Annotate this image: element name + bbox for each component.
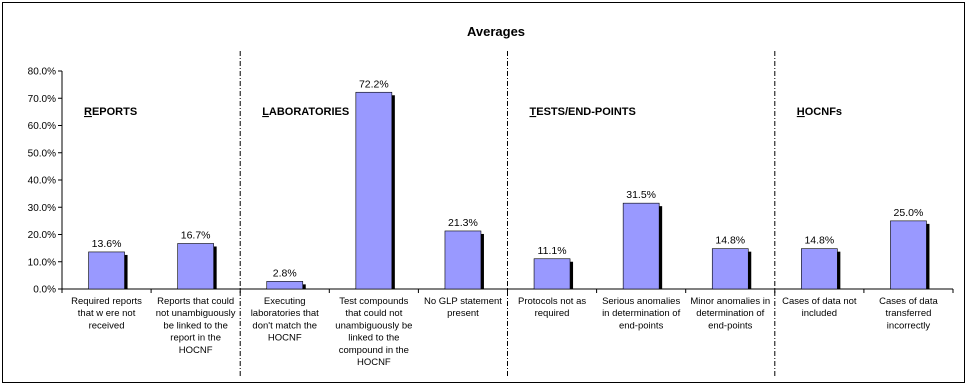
value-labels: 13.6% 16.7% 2.8% 72.2% 21.3% 11.1% 31.5% 14.8% 1… — [92, 78, 924, 279]
group-label: TESTS/END-POINTS — [530, 106, 636, 118]
bar — [444, 230, 482, 290]
y-tick-label: 80.0% — [28, 67, 56, 78]
value-label: 13.6% — [92, 238, 122, 250]
value-label: 11.1% — [538, 245, 567, 257]
category-label: Serious anomalies in determination of end-… — [602, 296, 681, 331]
chart-frame — [2, 2, 965, 383]
y-tick-label: 0.0% — [33, 285, 56, 296]
y-tick-label: 60.0% — [28, 121, 56, 132]
y-tick-label: 70.0% — [28, 94, 56, 105]
bar — [711, 248, 749, 290]
value-label: 16.7% — [181, 229, 211, 241]
value-label: 72.2% — [359, 78, 389, 90]
category-label: Cases of data transferred incorrectly — [879, 296, 938, 331]
value-label: 31.5% — [626, 189, 656, 201]
category-label: No GLP statement present — [424, 296, 502, 319]
bar — [890, 220, 927, 290]
bar — [266, 281, 304, 290]
category-label: Reports that could not unambiguously be li… — [156, 296, 236, 356]
y-tick-label: 40.0% — [28, 176, 56, 187]
value-label: 2.8% — [273, 267, 297, 279]
group-label: REPORTS — [84, 106, 137, 118]
value-label: 14.8% — [715, 235, 745, 247]
value-label: 21.3% — [448, 217, 478, 229]
category-label: Required reports that w ere not received — [71, 296, 142, 331]
category-labels: Required reports that w ere not received Re… — [71, 296, 938, 368]
value-label: 25.0% — [894, 207, 924, 219]
category-label: Protocols not as required — [518, 296, 586, 319]
group-dividers — [239, 51, 776, 378]
y-tick-label: 50.0% — [28, 148, 56, 159]
bar — [355, 91, 393, 290]
bar — [801, 248, 838, 290]
bar — [622, 202, 660, 290]
category-label: Executing laboratories that don't match th… — [251, 296, 319, 344]
group-label: HOCNFs — [797, 106, 842, 118]
group-labels: REPORTS LABORATORIES TESTS/END-POINTS HOCNF… — [84, 106, 842, 118]
bars — [88, 91, 930, 290]
bar — [88, 251, 125, 290]
y-tick-label: 10.0% — [28, 257, 56, 268]
category-label: Cases of data not included — [782, 296, 857, 319]
y-tick-label: 20.0% — [28, 230, 56, 241]
y-tick-label: 30.0% — [28, 203, 56, 214]
category-label: Test compounds that could not unambiguousl… — [335, 296, 412, 368]
category-label: Minor anomalies in determination of end-po… — [690, 296, 770, 331]
value-label: 14.8% — [804, 235, 834, 247]
bar — [533, 258, 571, 290]
chart-title: Averages — [467, 24, 525, 39]
bar — [177, 243, 214, 290]
group-label: LABORATORIES — [262, 106, 349, 118]
